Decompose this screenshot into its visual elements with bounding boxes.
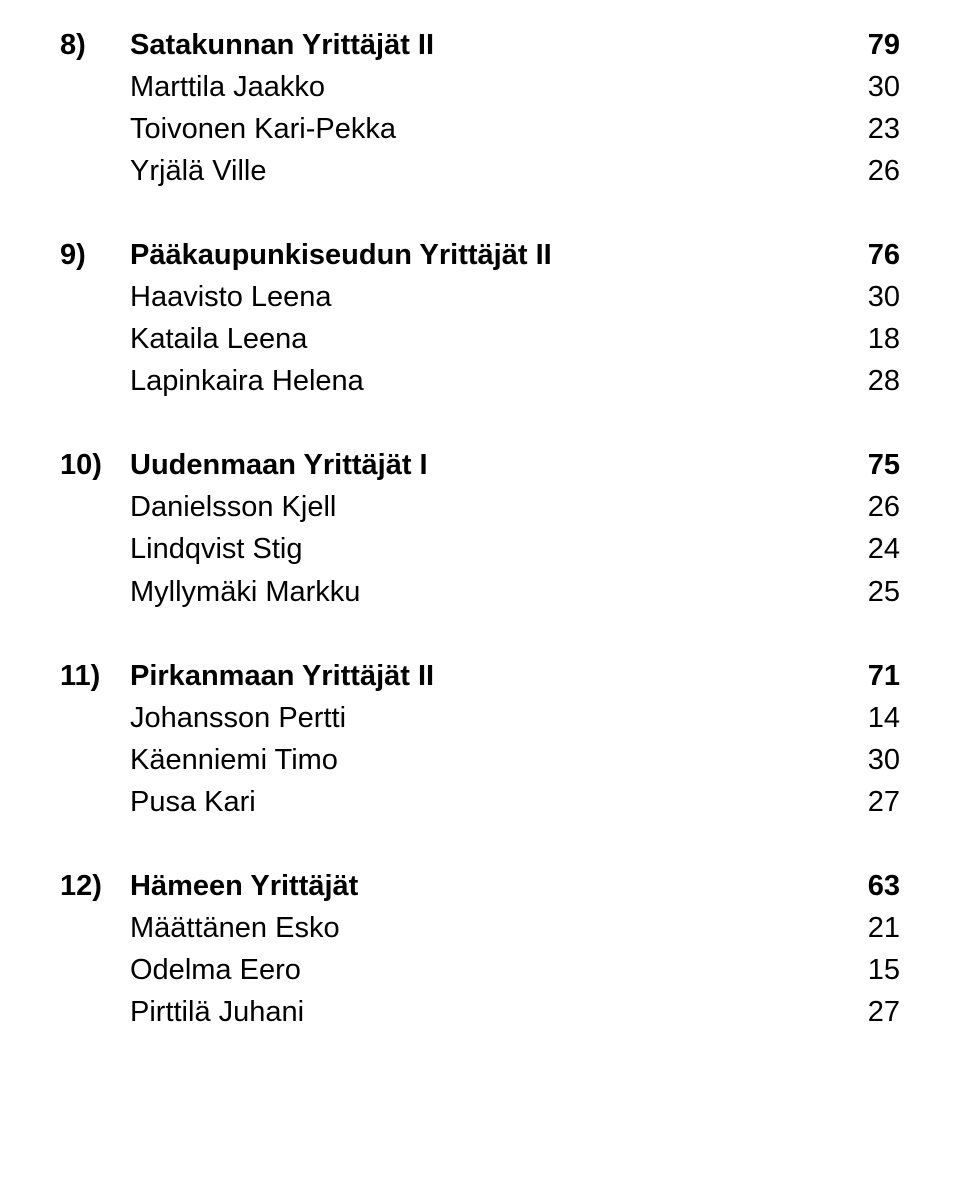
result-row: Odelma Eero 15 bbox=[60, 949, 900, 991]
result-row: Myllymäki Markku 25 bbox=[60, 571, 900, 613]
result-row: Määttänen Esko 21 bbox=[60, 907, 900, 949]
person-score: 26 bbox=[868, 150, 900, 192]
team-total: 63 bbox=[868, 865, 900, 907]
result-block: 9) Pääkaupunkiseudun Yrittäjät II 76 Haa… bbox=[60, 234, 900, 402]
header-left: 10) Uudenmaan Yrittäjät I bbox=[60, 444, 428, 486]
result-row: Käenniemi Timo 30 bbox=[60, 739, 900, 781]
block-header-row: 11) Pirkanmaan Yrittäjät II 71 bbox=[60, 655, 900, 697]
block-header-row: 8) Satakunnan Yrittäjät II 79 bbox=[60, 24, 900, 66]
team-title: Satakunnan Yrittäjät II bbox=[130, 24, 434, 66]
person-score: 30 bbox=[868, 276, 900, 318]
result-row: Johansson Pertti 14 bbox=[60, 697, 900, 739]
result-row: Haavisto Leena 30 bbox=[60, 276, 900, 318]
person-name: Käenniemi Timo bbox=[60, 739, 338, 781]
team-total: 76 bbox=[868, 234, 900, 276]
person-name: Pirttilä Juhani bbox=[60, 991, 304, 1033]
team-title: Hämeen Yrittäjät bbox=[130, 865, 358, 907]
block-header-row: 12) Hämeen Yrittäjät 63 bbox=[60, 865, 900, 907]
person-score: 30 bbox=[868, 66, 900, 108]
person-score: 24 bbox=[868, 528, 900, 570]
person-score: 18 bbox=[868, 318, 900, 360]
person-name: Lindqvist Stig bbox=[60, 528, 303, 570]
header-left: 11) Pirkanmaan Yrittäjät II bbox=[60, 655, 434, 697]
person-name: Toivonen Kari-Pekka bbox=[60, 108, 396, 150]
rank-label: 12) bbox=[60, 865, 130, 907]
team-title: Pääkaupunkiseudun Yrittäjät II bbox=[130, 234, 552, 276]
person-score: 30 bbox=[868, 739, 900, 781]
person-score: 26 bbox=[868, 486, 900, 528]
person-name: Odelma Eero bbox=[60, 949, 301, 991]
rank-label: 8) bbox=[60, 24, 130, 66]
person-score: 25 bbox=[868, 571, 900, 613]
person-name: Määttänen Esko bbox=[60, 907, 340, 949]
rank-label: 10) bbox=[60, 444, 130, 486]
result-row: Toivonen Kari-Pekka 23 bbox=[60, 108, 900, 150]
team-title: Pirkanmaan Yrittäjät II bbox=[130, 655, 434, 697]
block-header-row: 9) Pääkaupunkiseudun Yrittäjät II 76 bbox=[60, 234, 900, 276]
result-block: 10) Uudenmaan Yrittäjät I 75 Danielsson … bbox=[60, 444, 900, 612]
result-block: 8) Satakunnan Yrittäjät II 79 Marttila J… bbox=[60, 24, 900, 192]
rank-label: 9) bbox=[60, 234, 130, 276]
result-row: Kataila Leena 18 bbox=[60, 318, 900, 360]
result-row: Lindqvist Stig 24 bbox=[60, 528, 900, 570]
person-name: Pusa Kari bbox=[60, 781, 256, 823]
team-title: Uudenmaan Yrittäjät I bbox=[130, 444, 428, 486]
result-row: Pirttilä Juhani 27 bbox=[60, 991, 900, 1033]
results-page: 8) Satakunnan Yrittäjät II 79 Marttila J… bbox=[0, 0, 960, 1033]
person-name: Yrjälä Ville bbox=[60, 150, 266, 192]
header-left: 9) Pääkaupunkiseudun Yrittäjät II bbox=[60, 234, 552, 276]
result-block: 12) Hämeen Yrittäjät 63 Määttänen Esko 2… bbox=[60, 865, 900, 1033]
team-total: 71 bbox=[868, 655, 900, 697]
block-header-row: 10) Uudenmaan Yrittäjät I 75 bbox=[60, 444, 900, 486]
person-score: 27 bbox=[868, 781, 900, 823]
person-score: 23 bbox=[868, 108, 900, 150]
person-score: 14 bbox=[868, 697, 900, 739]
result-block: 11) Pirkanmaan Yrittäjät II 71 Johansson… bbox=[60, 655, 900, 823]
team-total: 75 bbox=[868, 444, 900, 486]
person-name: Lapinkaira Helena bbox=[60, 360, 364, 402]
person-name: Marttila Jaakko bbox=[60, 66, 325, 108]
person-score: 28 bbox=[868, 360, 900, 402]
person-score: 27 bbox=[868, 991, 900, 1033]
result-row: Lapinkaira Helena 28 bbox=[60, 360, 900, 402]
person-score: 15 bbox=[868, 949, 900, 991]
person-name: Haavisto Leena bbox=[60, 276, 332, 318]
person-name: Johansson Pertti bbox=[60, 697, 346, 739]
result-row: Danielsson Kjell 26 bbox=[60, 486, 900, 528]
person-score: 21 bbox=[868, 907, 900, 949]
result-row: Marttila Jaakko 30 bbox=[60, 66, 900, 108]
rank-label: 11) bbox=[60, 655, 130, 697]
header-left: 12) Hämeen Yrittäjät bbox=[60, 865, 358, 907]
person-name: Kataila Leena bbox=[60, 318, 307, 360]
person-name: Danielsson Kjell bbox=[60, 486, 336, 528]
result-row: Yrjälä Ville 26 bbox=[60, 150, 900, 192]
result-row: Pusa Kari 27 bbox=[60, 781, 900, 823]
team-total: 79 bbox=[868, 24, 900, 66]
person-name: Myllymäki Markku bbox=[60, 571, 360, 613]
header-left: 8) Satakunnan Yrittäjät II bbox=[60, 24, 434, 66]
